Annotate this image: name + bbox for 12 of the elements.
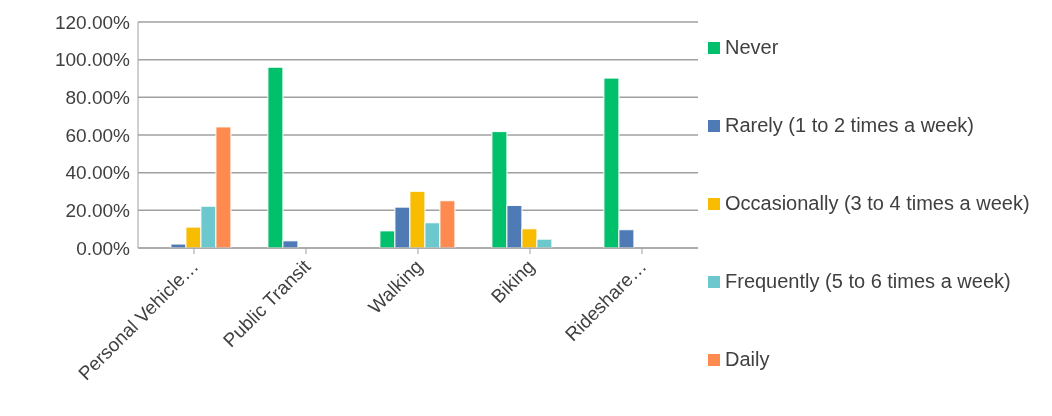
legend-label: Frequently (5 to 6 times a week) bbox=[725, 269, 1011, 293]
legend-label: Occasionally (3 to 4 times a week) bbox=[725, 191, 1030, 215]
y-tick-label: 40.00% bbox=[65, 162, 131, 184]
y-tick-label: 60.00% bbox=[65, 124, 131, 146]
legend-label: Daily bbox=[725, 347, 770, 371]
legend-label: Never bbox=[725, 35, 779, 59]
y-tick-label: 120.00% bbox=[54, 11, 131, 33]
y-tick-label: 0.00% bbox=[76, 237, 131, 259]
y-tick-label: 20.00% bbox=[65, 200, 131, 222]
y-tick-label: 80.00% bbox=[65, 87, 131, 109]
y-tick-label: 100.00% bbox=[54, 49, 131, 71]
legend-label: Rarely (1 to 2 times a week) bbox=[725, 113, 974, 137]
